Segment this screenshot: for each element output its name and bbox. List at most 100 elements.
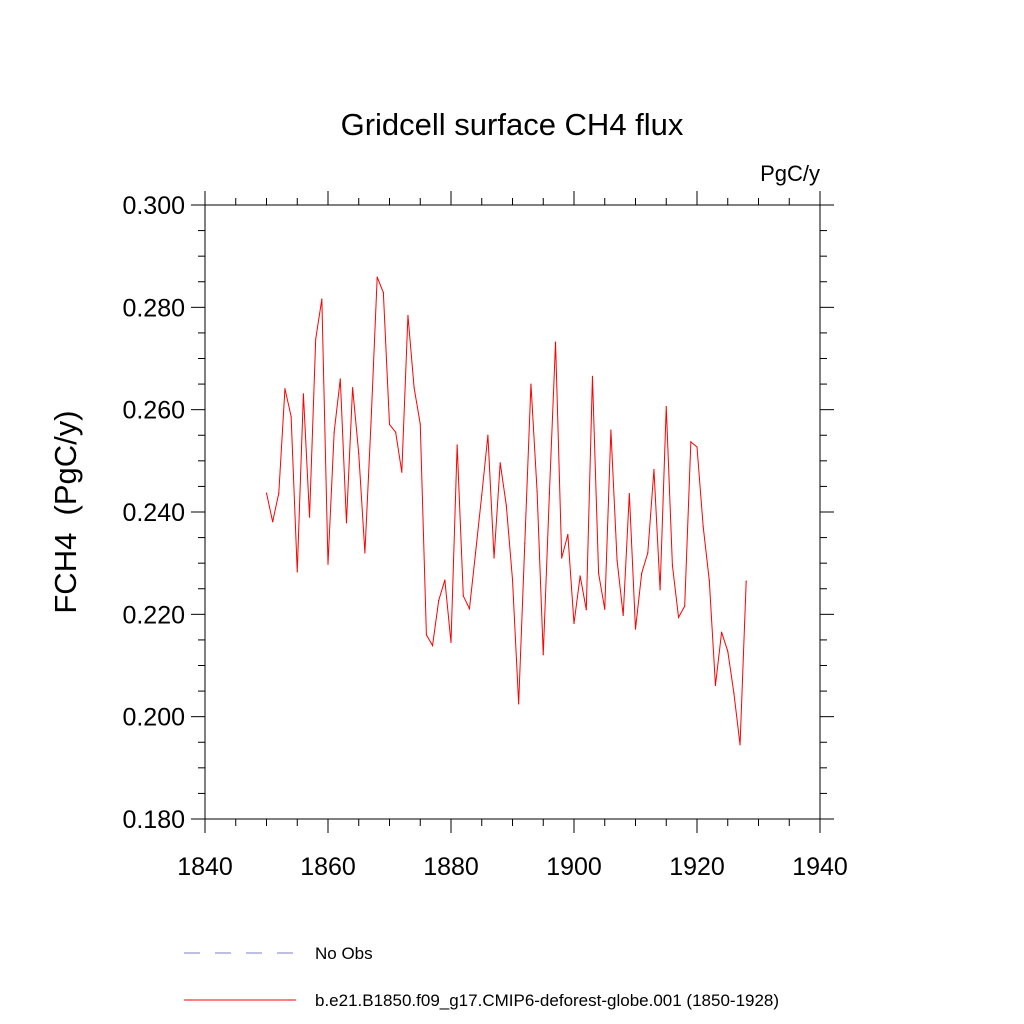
data-point — [339, 378, 341, 380]
chart-title: Gridcell surface CH4 flux — [341, 107, 684, 142]
data-point — [308, 516, 311, 518]
data-point — [481, 494, 483, 496]
data-point — [419, 423, 421, 425]
data-point — [518, 703, 520, 705]
data-point — [456, 444, 458, 446]
data-point — [395, 431, 397, 433]
data-point — [561, 557, 563, 559]
x-tick-label: 1880 — [423, 853, 479, 881]
y-axis-label: FCH4 (PgC/y) — [48, 410, 83, 613]
data-point — [431, 644, 434, 647]
data-point — [573, 622, 575, 625]
data-point — [659, 589, 661, 591]
data-point — [315, 338, 317, 340]
data-point — [345, 522, 348, 524]
y-tick-label: 0.260 — [122, 397, 185, 425]
data-point — [425, 634, 427, 636]
data-point — [665, 405, 667, 408]
x-tick-label: 1900 — [546, 853, 602, 881]
data-point — [653, 468, 655, 471]
data-point — [278, 492, 280, 494]
y-tick-label: 0.200 — [122, 704, 185, 732]
data-point — [542, 654, 544, 656]
y-tick-label: 0.180 — [122, 806, 185, 834]
data-point — [548, 492, 551, 495]
data-point — [450, 641, 452, 644]
data-point — [364, 552, 366, 554]
data-point — [591, 375, 594, 378]
data-point — [487, 434, 489, 436]
data-point — [327, 563, 329, 565]
x-tick-label: 1940 — [792, 853, 848, 881]
data-point — [530, 383, 532, 385]
series-line-0 — [266, 276, 747, 745]
data-point — [413, 387, 415, 389]
data-point — [684, 605, 686, 607]
data-point — [634, 628, 637, 630]
data-point — [604, 608, 606, 610]
data-point — [616, 559, 618, 561]
data-point — [579, 575, 581, 577]
y-tick-label: 0.220 — [122, 601, 185, 629]
x-tick-label: 1840 — [177, 853, 233, 881]
data-point — [647, 552, 649, 554]
units-label: PgC/y — [760, 161, 820, 186]
legend-label-run: b.e21.B1850.f09_g17.CMIP6-deforest-globe… — [315, 991, 779, 1010]
x-tick-labels: 1840 1860 1880 1900 1920 1940 — [177, 853, 848, 881]
data-point — [272, 521, 274, 523]
data-point — [671, 564, 674, 566]
data-point — [302, 393, 304, 395]
data-point — [677, 616, 680, 619]
data-point — [321, 298, 323, 300]
data-point — [696, 446, 698, 448]
data-point — [567, 533, 569, 536]
y-tick-label: 0.300 — [122, 192, 185, 220]
data-point — [524, 542, 526, 544]
data-point — [641, 572, 643, 575]
data-point — [370, 421, 372, 423]
data-point — [376, 276, 378, 278]
data-point — [358, 453, 360, 455]
data-point — [265, 492, 268, 494]
data-point — [708, 579, 710, 582]
x-tick-label: 1860 — [300, 853, 356, 881]
minor-ticks — [198, 198, 827, 826]
legend-label-noobs: No Obs — [315, 944, 373, 963]
data-point — [382, 291, 384, 294]
y-tick-labels: 0.180 0.200 0.220 0.240 0.260 0.280 0.300 — [122, 192, 185, 834]
data-point — [622, 614, 624, 616]
data-point — [727, 650, 729, 652]
series-group — [265, 276, 747, 746]
data-point — [462, 595, 464, 597]
data-point — [628, 492, 630, 495]
data-point — [598, 572, 600, 575]
legend: No Obs b.e21.B1850.f09_g17.CMIP6-defores… — [184, 944, 779, 1010]
plot-frame — [204, 204, 821, 820]
x-tick-label: 1920 — [669, 853, 725, 881]
data-point — [505, 505, 507, 507]
data-point — [438, 599, 440, 602]
y-tick-label: 0.280 — [122, 294, 185, 322]
major-ticks — [191, 191, 834, 833]
data-point — [407, 314, 409, 317]
data-point — [554, 341, 557, 343]
data-point — [610, 429, 612, 431]
data-point — [290, 415, 292, 417]
data-point — [493, 557, 495, 559]
data-point — [536, 490, 538, 493]
data-point — [296, 571, 298, 573]
data-point — [745, 580, 747, 582]
data-point — [499, 462, 501, 464]
data-point — [511, 578, 514, 581]
data-point — [352, 387, 354, 389]
data-point — [333, 431, 335, 433]
data-point — [444, 579, 446, 581]
data-point — [475, 551, 477, 554]
data-point — [702, 525, 704, 527]
y-tick-label: 0.240 — [122, 499, 185, 527]
data-point — [721, 631, 723, 633]
data-point — [284, 388, 286, 390]
data-point — [585, 609, 587, 611]
data-point — [690, 441, 692, 443]
